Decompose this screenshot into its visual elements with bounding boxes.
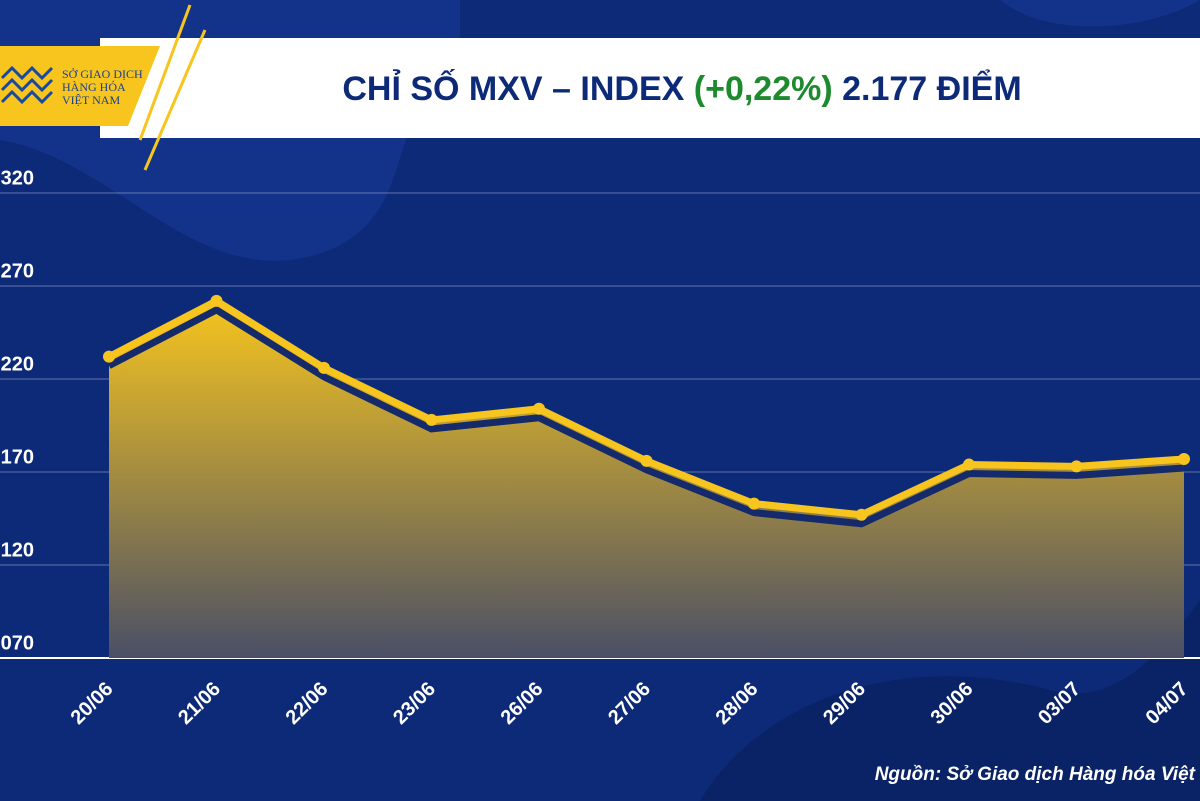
chart-title: CHỈ SỐ MXV – INDEX (+0,22%) 2.177 ĐIỂM [342, 69, 1021, 108]
logo-text: SỞ GIAO DỊCH [62, 67, 143, 81]
point [210, 294, 223, 307]
title-prefix: CHỈ SỐ MXV – INDEX [342, 69, 684, 108]
deco-line [138, 4, 192, 141]
logo-text: VIỆT NAM [62, 93, 120, 107]
source: Nguồn: Sở Giao dịch Hàng hóa Việt [875, 764, 1196, 785]
y-tick-label: 2.170 [0, 446, 34, 468]
line-shadow [107, 305, 1185, 528]
bg-shape [700, 600, 1200, 801]
point [640, 454, 653, 467]
bg-shape [1000, 0, 1200, 27]
title-change: (+0,22%) [694, 70, 833, 108]
point [1178, 452, 1190, 465]
y-tick-label: 2.120 [0, 539, 34, 561]
y-tick-label: 2.270 [0, 260, 34, 282]
point [1070, 460, 1083, 473]
y-tick-label: 2.220 [0, 353, 34, 375]
logo-icon [0, 65, 54, 105]
point [425, 413, 438, 426]
point [748, 497, 760, 510]
area [109, 300, 1184, 658]
point [318, 361, 330, 374]
y-tick-label: 2.320 [0, 167, 34, 189]
logo-bg [0, 46, 160, 126]
point [855, 508, 868, 521]
title-value: 2.177 ĐIỂM [842, 70, 1022, 108]
point [963, 458, 975, 471]
deco-line [143, 29, 207, 171]
y-tick-label: 2.070 [0, 632, 34, 654]
header-bar [100, 38, 1200, 138]
logo-text: HÀNG HÓA [62, 80, 126, 94]
point [103, 350, 115, 363]
point [533, 402, 545, 415]
